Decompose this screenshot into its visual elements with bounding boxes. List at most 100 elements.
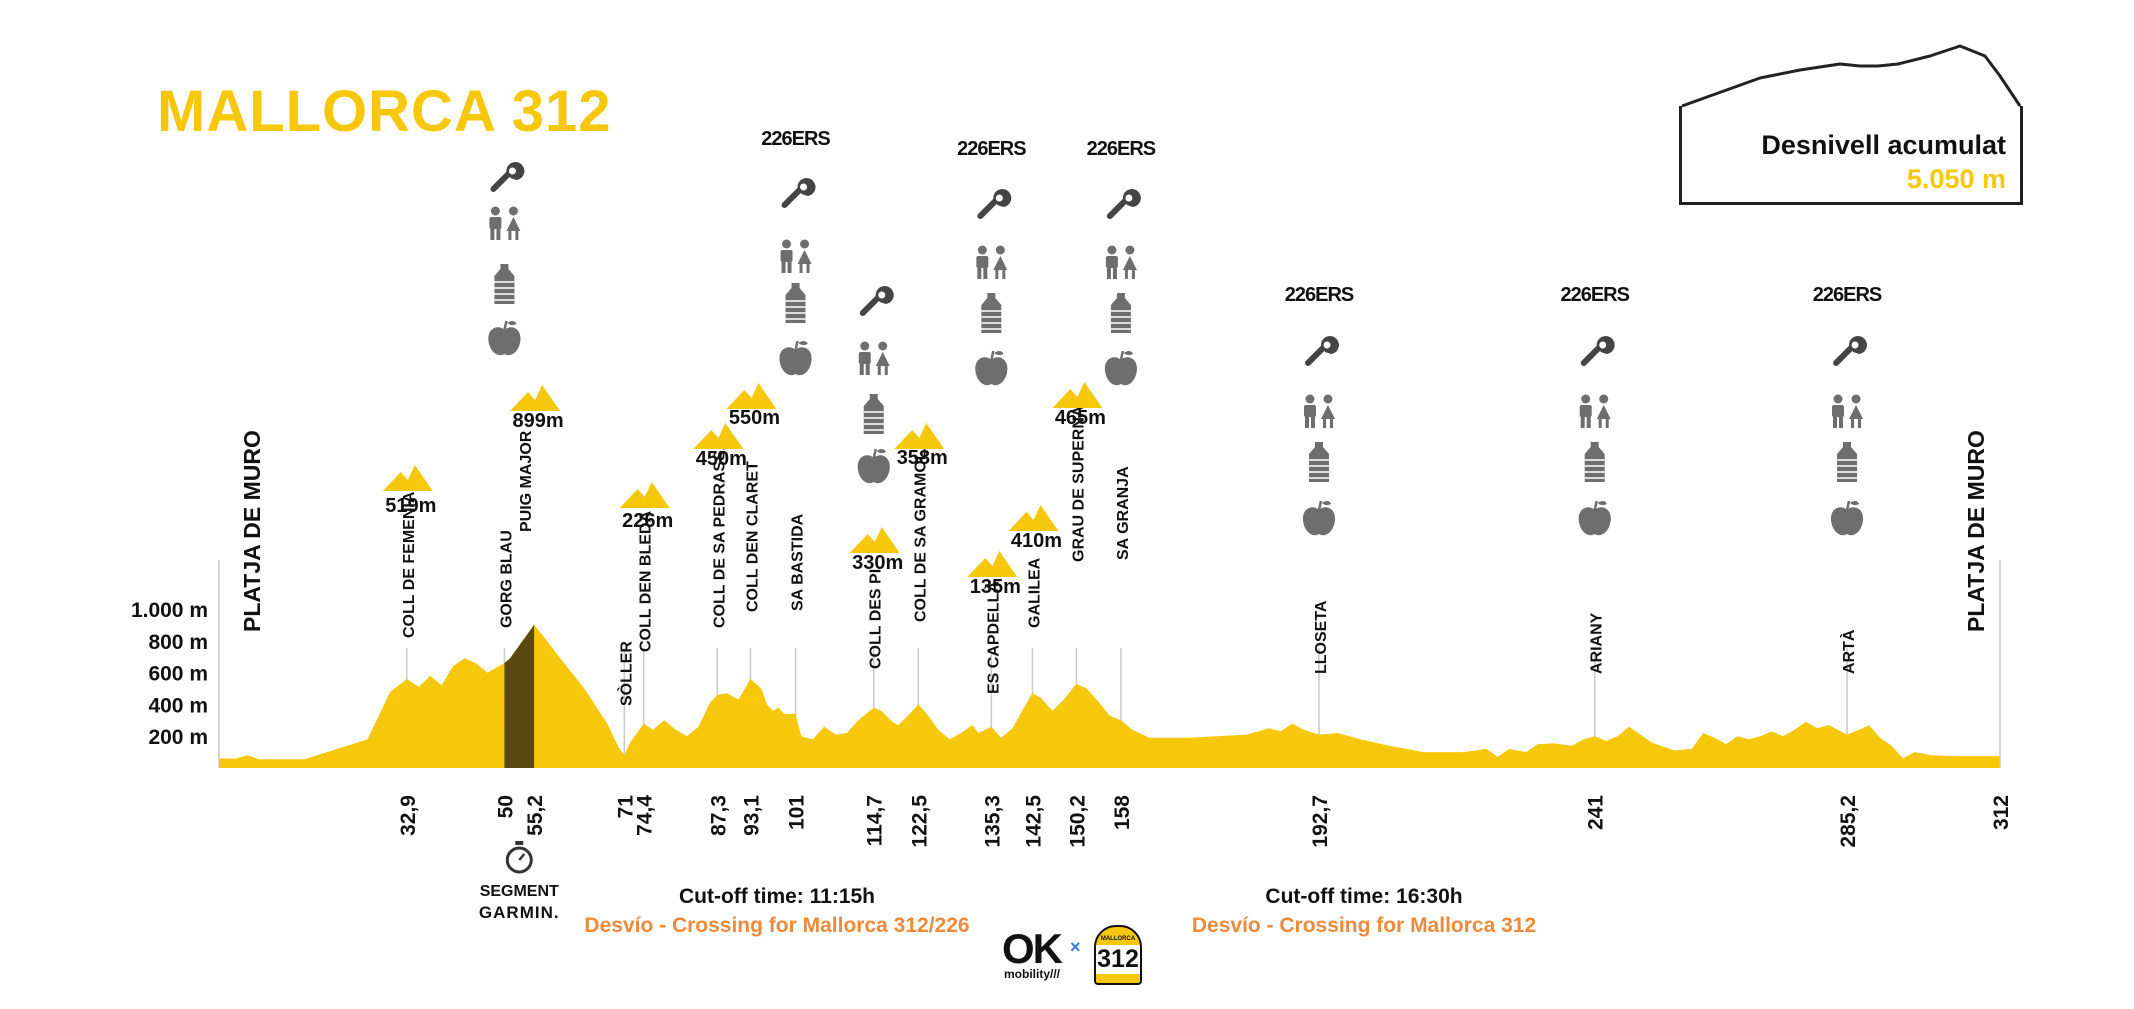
start-label: PLATJA DE MURO [239, 430, 265, 632]
wrench-icon [1584, 336, 1615, 363]
bottle-body [981, 298, 1001, 333]
wrench-handle [785, 190, 800, 205]
wrench-slot [1599, 342, 1606, 349]
wrench-icon [863, 286, 894, 313]
person-leg [1323, 419, 1326, 428]
person-dress [506, 217, 520, 231]
x-tick-label: 192,7 [1309, 795, 1332, 848]
apple-body [858, 455, 890, 483]
apple-icon [1831, 501, 1863, 535]
wrench-icon [1308, 336, 1339, 363]
water-bottle-icon [1309, 442, 1329, 482]
person-dress [1597, 405, 1611, 419]
x-tick-label: 114,7 [864, 795, 887, 846]
point-label: SÒLLER [616, 641, 635, 706]
person-leg [1311, 417, 1315, 428]
person-leg [885, 366, 888, 375]
altitude-label: 358m [897, 447, 948, 469]
person-dress [1321, 405, 1335, 419]
person-leg [515, 231, 518, 240]
person-leg [1587, 417, 1591, 428]
bottle-body [1837, 447, 1857, 482]
apple-body [1579, 507, 1611, 535]
apple-icon [779, 341, 811, 375]
person-leg [866, 364, 870, 375]
person-body [859, 352, 871, 364]
person-body [489, 217, 501, 229]
y-tick-label: 600 m [148, 663, 208, 686]
elevation-gain-box: Desnivell acumulat 5.050 m [1679, 106, 2023, 205]
wrench-handle [1110, 201, 1125, 216]
toilet-icon [859, 342, 890, 376]
stopwatch-hand [519, 854, 524, 860]
wrench-icon [1836, 336, 1867, 363]
person-head [860, 342, 869, 351]
person-leg [1599, 419, 1602, 428]
wrench-handle [980, 201, 995, 216]
cutoff-time-2: Cut-off time: 16:30h [1265, 885, 1462, 909]
summit-mountain-icon [894, 423, 944, 449]
wrench-icon [980, 189, 1011, 216]
person-leg [1839, 417, 1843, 428]
x-tick-label: 150,2 [1066, 795, 1089, 848]
y-tick-label: 1.000 m [131, 599, 208, 622]
y-tick-label: 800 m [148, 631, 208, 654]
y-tick-label: 200 m [148, 726, 208, 749]
badge-number: 312 [1096, 945, 1140, 974]
bottle-cap [792, 283, 800, 288]
person-body [781, 250, 793, 262]
person-leg [1858, 419, 1861, 428]
summit-mountain-icon [967, 551, 1017, 577]
person-head [978, 246, 987, 255]
apple-leaf [799, 341, 808, 345]
bottle-cap [870, 394, 878, 399]
wrench-icon [493, 162, 524, 189]
bottle-body [864, 399, 884, 434]
elevation-gain-label: Desnivell acumulat [1761, 130, 2006, 161]
summit-mountain-icon [510, 385, 560, 411]
summit-mountain-icon [620, 482, 670, 508]
person-head [800, 240, 809, 249]
wrench-handle [863, 298, 878, 313]
bottle-cap [1117, 293, 1125, 298]
summit-mountain-icon [726, 383, 776, 409]
wrench-slot [1323, 342, 1330, 349]
altitude-label: 135m [970, 576, 1021, 598]
point-label: SA BASTIDA [790, 513, 807, 611]
summit-mountain-icon [383, 465, 433, 491]
person-head [996, 246, 1005, 255]
apple-leaf [1322, 501, 1331, 505]
x-tick-label: 285,2 [1837, 795, 1860, 848]
summit-shape [383, 465, 433, 491]
person-body [1832, 405, 1844, 417]
person-head [509, 207, 518, 216]
summit-mountain-icon [1052, 382, 1102, 408]
person-body [1580, 405, 1592, 417]
person-body [976, 256, 988, 268]
altitude-label: 899m [513, 410, 564, 432]
person-head [1852, 395, 1861, 404]
bottle-cap [1843, 442, 1851, 447]
person-head [878, 342, 887, 351]
apple-leaf [507, 321, 516, 325]
x-tick-label: 142,5 [1022, 795, 1045, 848]
altitude-label: 465m [1055, 407, 1106, 429]
person-leg [1833, 417, 1837, 428]
water-bottle-icon [981, 293, 1001, 333]
summit-mountain-icon [1008, 505, 1058, 531]
wrench-slot [996, 195, 1003, 202]
brand-226ers-label: 226ERS [1087, 138, 1156, 160]
wrench-handle [1584, 348, 1599, 363]
ok-mobility-logo: OK [1002, 925, 1061, 973]
person-leg [496, 229, 500, 240]
brand-226ers-label: 226ERS [1285, 284, 1354, 306]
bottle-cap [1315, 442, 1323, 447]
water-bottle-icon [494, 264, 514, 304]
person-leg [1002, 270, 1005, 279]
altitude-label: 330m [852, 552, 903, 574]
person-leg [1851, 419, 1854, 428]
point-label: COLL DEN CLARET [744, 461, 761, 612]
person-leg [983, 268, 987, 279]
summit-shape [1008, 505, 1058, 531]
y-tick-label: 400 m [148, 694, 208, 717]
